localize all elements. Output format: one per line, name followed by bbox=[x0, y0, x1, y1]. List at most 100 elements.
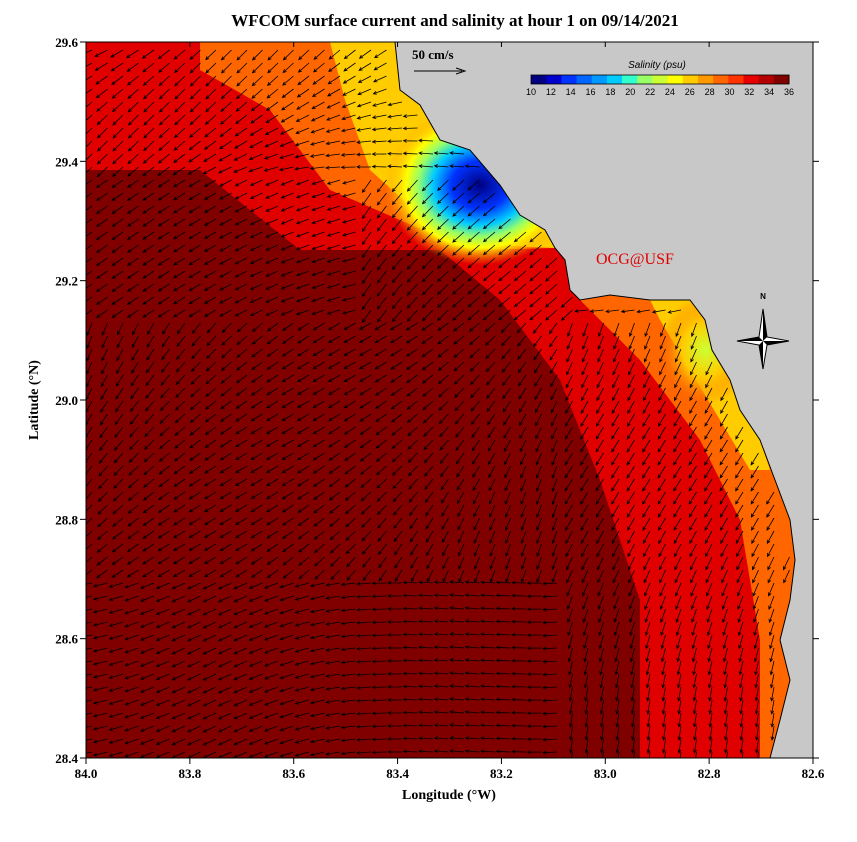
current-vector bbox=[584, 725, 589, 741]
current-vector bbox=[720, 517, 728, 531]
current-vector bbox=[723, 712, 728, 728]
current-vector bbox=[280, 244, 294, 251]
y-axis: 28.428.628.829.029.229.429.6 bbox=[55, 35, 819, 766]
current-vector bbox=[673, 517, 682, 531]
current-vector bbox=[173, 192, 186, 201]
current-vector bbox=[361, 205, 372, 220]
scale-vector-label: 50 cm/s bbox=[412, 47, 454, 62]
current-vector bbox=[657, 504, 666, 518]
current-vector bbox=[566, 582, 573, 597]
current-vector bbox=[171, 660, 186, 668]
current-vector bbox=[190, 387, 201, 398]
current-vector bbox=[158, 127, 170, 139]
current-vector bbox=[142, 556, 155, 565]
current-vector bbox=[186, 673, 201, 681]
current-vector bbox=[754, 673, 759, 689]
current-vector bbox=[371, 685, 387, 690]
current-vector bbox=[705, 569, 713, 584]
current-vector bbox=[482, 244, 496, 256]
current-vector bbox=[356, 152, 372, 157]
current-vector bbox=[249, 205, 263, 212]
current-vector bbox=[598, 322, 604, 338]
current-vector bbox=[421, 322, 434, 331]
current-vector bbox=[356, 672, 372, 677]
current-vector bbox=[328, 335, 341, 344]
current-vector bbox=[486, 374, 496, 386]
current-vector bbox=[295, 127, 310, 134]
current-vector bbox=[615, 686, 620, 702]
current-vector bbox=[202, 725, 217, 733]
current-vector bbox=[433, 749, 449, 753]
current-vector bbox=[387, 633, 403, 637]
current-vector bbox=[265, 491, 279, 500]
current-vector bbox=[707, 634, 713, 650]
current-vector bbox=[526, 659, 542, 664]
current-vector bbox=[127, 88, 139, 100]
current-vector bbox=[628, 569, 635, 584]
current-vector bbox=[402, 710, 418, 715]
current-vector bbox=[467, 231, 480, 243]
current-vector bbox=[529, 270, 542, 282]
current-vector bbox=[188, 465, 201, 474]
current-vector bbox=[469, 361, 480, 372]
current-vector bbox=[340, 647, 356, 652]
current-vector bbox=[325, 686, 341, 691]
current-vector bbox=[111, 296, 124, 305]
colorbar-swatch bbox=[728, 75, 744, 84]
current-vector bbox=[86, 595, 93, 598]
current-vector bbox=[535, 465, 542, 479]
colorbar-tick-label: 16 bbox=[586, 87, 596, 97]
current-vector bbox=[582, 608, 589, 624]
current-vector bbox=[126, 283, 139, 292]
current-vector bbox=[344, 439, 356, 448]
current-vector bbox=[751, 530, 759, 545]
current-vector bbox=[660, 621, 666, 637]
current-vector bbox=[233, 608, 248, 616]
current-vector bbox=[188, 192, 201, 201]
current-vector bbox=[157, 244, 170, 253]
current-vector bbox=[613, 582, 620, 597]
current-vector bbox=[406, 231, 418, 244]
current-vector bbox=[264, 686, 279, 693]
current-vector bbox=[86, 127, 93, 135]
current-vector bbox=[393, 517, 403, 529]
current-vector bbox=[628, 595, 635, 610]
current-vector bbox=[519, 426, 527, 440]
current-vector bbox=[707, 660, 713, 676]
current-vector bbox=[487, 426, 496, 439]
current-vector bbox=[526, 633, 542, 638]
current-vector bbox=[113, 465, 124, 477]
current-vector bbox=[219, 283, 232, 291]
current-vector bbox=[449, 671, 465, 675]
current-vector bbox=[309, 634, 325, 640]
current-vector bbox=[362, 569, 372, 582]
current-vector bbox=[186, 686, 201, 694]
current-vector bbox=[127, 491, 139, 501]
current-vector bbox=[449, 749, 465, 753]
current-vector bbox=[146, 335, 155, 348]
current-vector bbox=[737, 595, 744, 610]
current-vector bbox=[297, 478, 310, 487]
current-vector bbox=[174, 88, 186, 100]
current-vector bbox=[158, 452, 170, 462]
current-vector bbox=[551, 439, 558, 453]
current-vector bbox=[387, 101, 403, 107]
current-vector bbox=[614, 647, 620, 663]
current-vector bbox=[750, 504, 759, 518]
current-vector bbox=[111, 569, 124, 578]
current-vector bbox=[580, 400, 589, 415]
current-vector bbox=[535, 413, 542, 427]
current-vector bbox=[234, 205, 248, 213]
current-vector bbox=[422, 400, 434, 411]
current-vector bbox=[186, 634, 201, 642]
current-vector bbox=[565, 387, 573, 402]
current-vector bbox=[93, 621, 108, 627]
current-vector bbox=[636, 309, 651, 314]
current-vector bbox=[96, 140, 108, 152]
current-vector bbox=[249, 309, 263, 316]
current-vector bbox=[614, 660, 620, 676]
current-vector bbox=[248, 647, 263, 654]
current-vector bbox=[235, 543, 248, 552]
current-vector bbox=[595, 491, 604, 505]
current-vector bbox=[374, 348, 387, 357]
